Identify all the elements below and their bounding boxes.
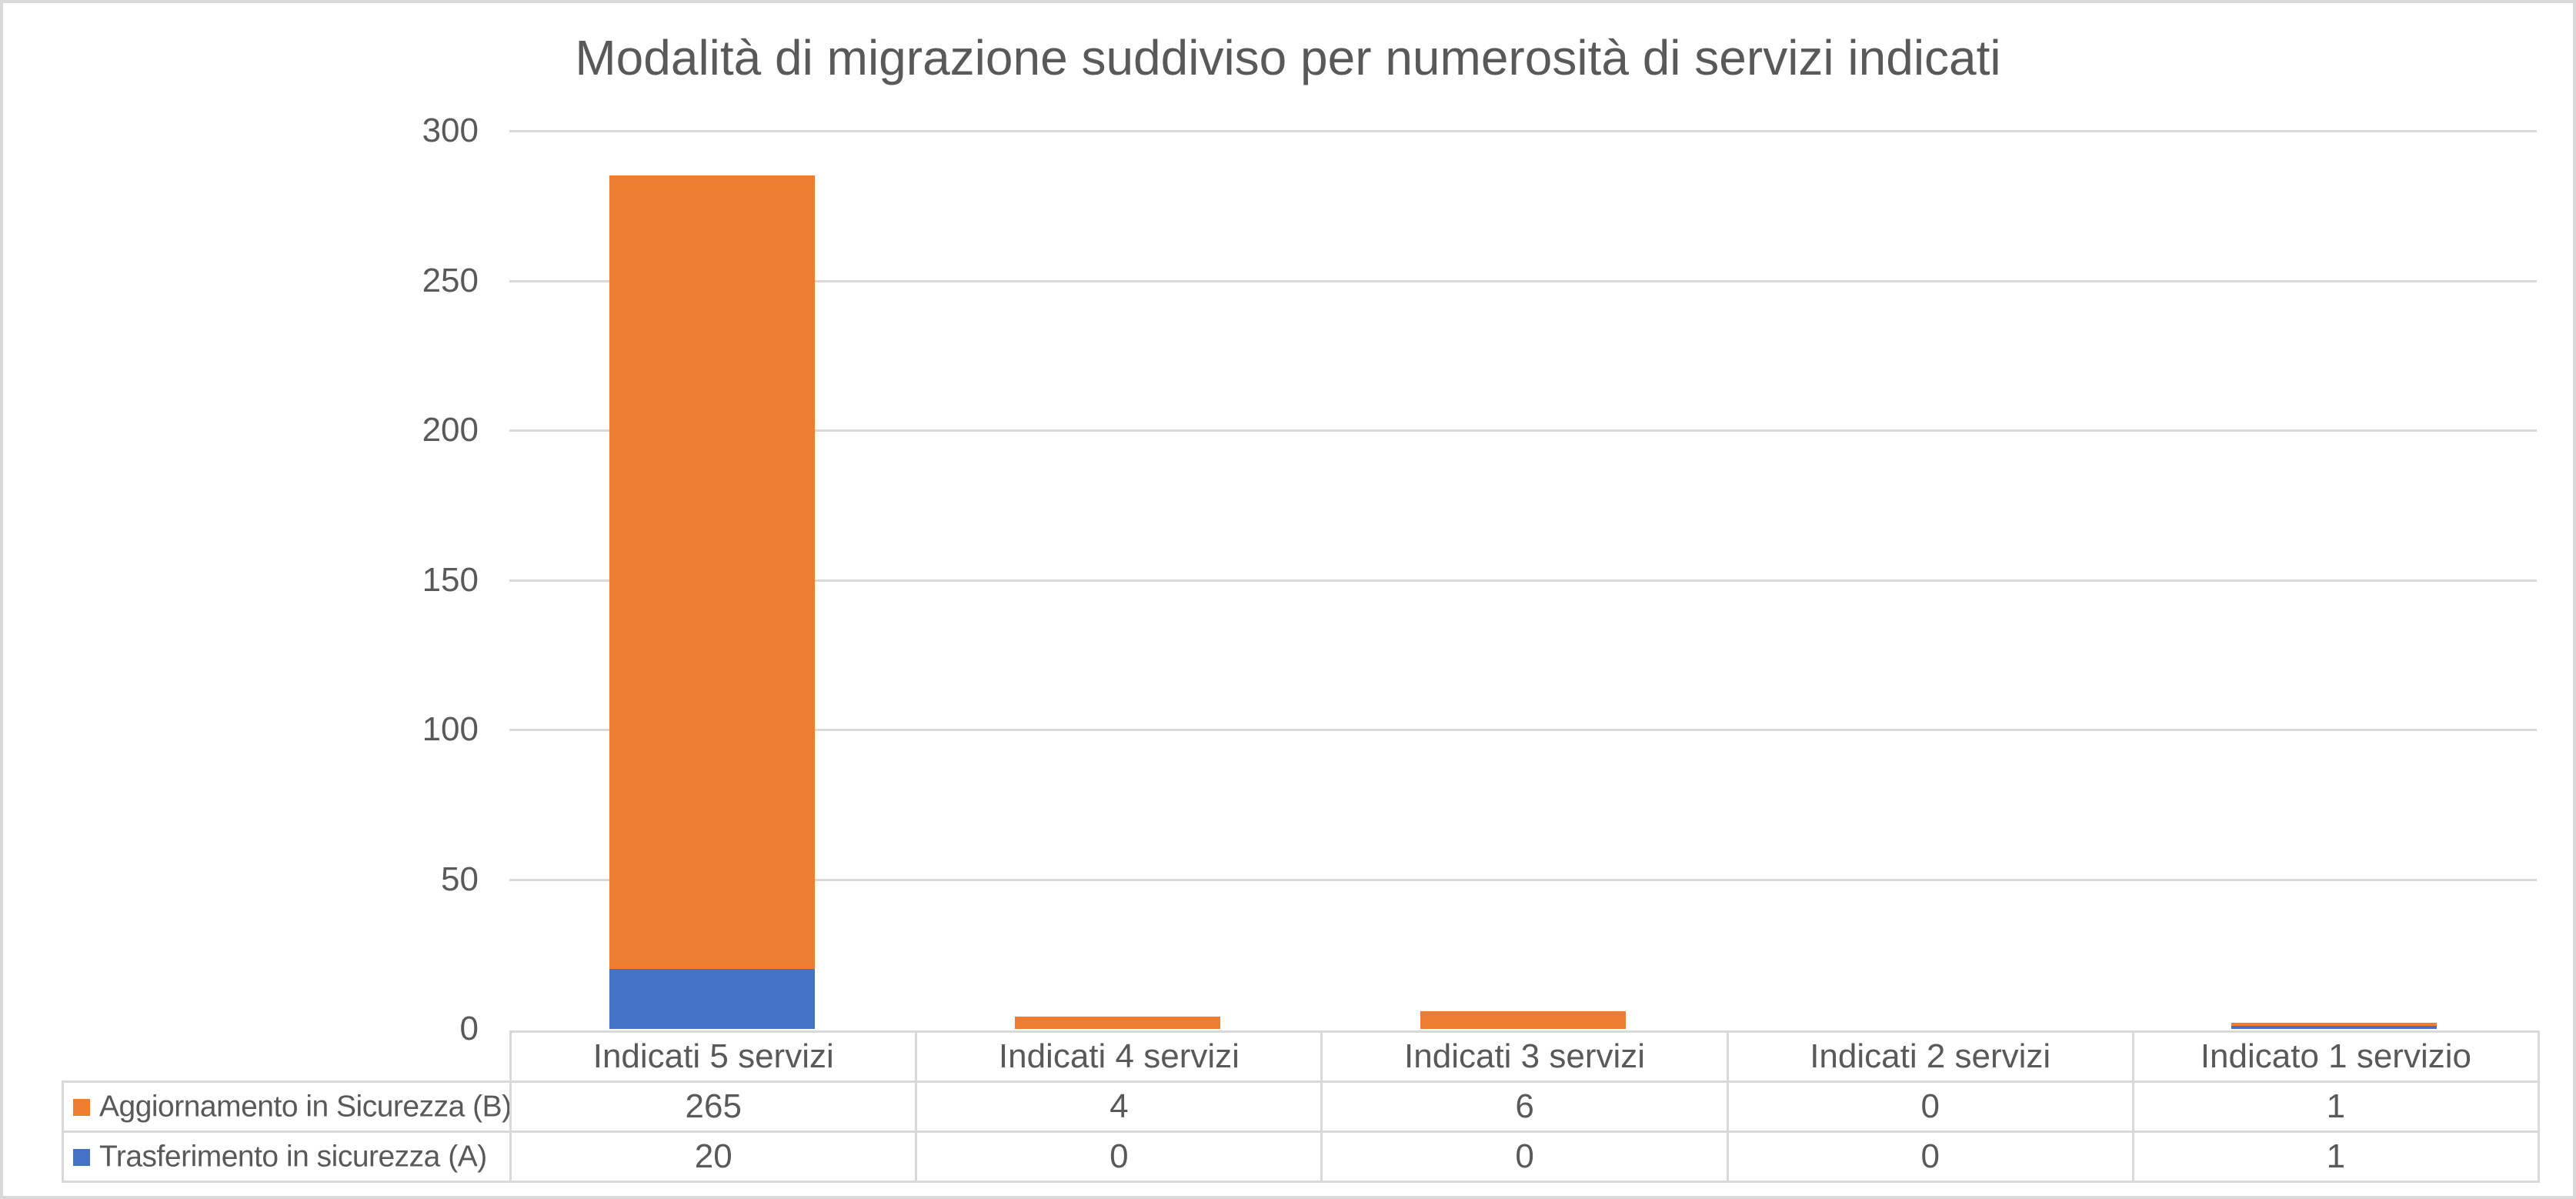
bar-segment-blue-category-5 [2231,1026,2437,1029]
y-tick-label-50: 50 [441,860,479,898]
legend-swatch-blue-icon [73,1148,90,1166]
category-header-1: Indicati 5 servizi [509,1030,918,1083]
category-header-4: Indicati 2 servizi [1726,1030,2134,1083]
y-tick-label-250: 250 [422,262,479,299]
legend-cell-blue: Trasferimento in sicurezza (A) [61,1131,512,1183]
legend-label-orange: Aggiornamento in Sicurezza (B) [99,1090,511,1124]
gridline-100 [509,729,2537,731]
bar-segment-orange-category-1 [609,175,815,970]
gridline-300 [509,130,2537,132]
y-axis: 0 50 100 150 200 250 300 [3,112,492,1047]
value-cell-orange-1: 265 [509,1080,918,1133]
y-tick-label-200: 200 [422,411,479,449]
value-cell-blue-4: 0 [1726,1131,2134,1183]
value-cell-orange-3: 6 [1320,1080,1729,1133]
value-cell-blue-3: 0 [1320,1131,1729,1183]
gridline-200 [509,429,2537,432]
table-corner-cell [63,1032,511,1082]
bar-segment-orange-category-3 [1420,1010,1626,1029]
table-header-row: Indicati 5 servizi Indicati 4 servizi Indi… [63,1030,2541,1083]
gridline-50 [509,879,2537,881]
bar-segment-blue-category-1 [609,969,815,1029]
bar-segment-orange-category-5 [2231,1023,2437,1027]
bar-segment-orange-category-2 [1015,1017,1220,1029]
value-cell-blue-5: 1 [2131,1131,2541,1183]
legend-swatch-orange-icon [73,1098,90,1116]
legend-cell-orange: Aggiornamento in Sicurezza (B) [61,1080,512,1133]
table-row-blue: Trasferimento in sicurezza (A) 20 0 0 0 1 [61,1131,2541,1183]
y-tick-label-150: 150 [422,561,479,599]
y-tick-label-0: 0 [459,1010,479,1047]
category-header-5: Indicato 1 servizio [2131,1030,2541,1083]
gridline-150 [509,579,2537,582]
plot-area [509,130,2537,1029]
table-row-orange: Aggiornamento in Sicurezza (B) 265 4 6 0 1 [61,1080,2541,1133]
value-cell-blue-2: 0 [915,1131,1323,1183]
value-cell-orange-5: 1 [2131,1080,2541,1133]
value-cell-orange-4: 0 [1726,1080,2134,1133]
y-tick-label-300: 300 [422,112,479,149]
category-header-3: Indicati 3 servizi [1320,1030,1729,1083]
value-cell-blue-1: 20 [509,1131,918,1183]
value-cell-orange-2: 4 [915,1080,1323,1133]
y-tick-label-100: 100 [422,710,479,748]
category-header-2: Indicati 4 servizi [915,1030,1323,1083]
data-table: Indicati 5 servizi Indicati 4 servizi Indi… [61,1030,2541,1183]
gridline-250 [509,280,2537,282]
legend-label-blue: Trasferimento in sicurezza (A) [99,1140,487,1174]
chart-title: Modalità di migrazione suddiviso per num… [575,30,2001,85]
